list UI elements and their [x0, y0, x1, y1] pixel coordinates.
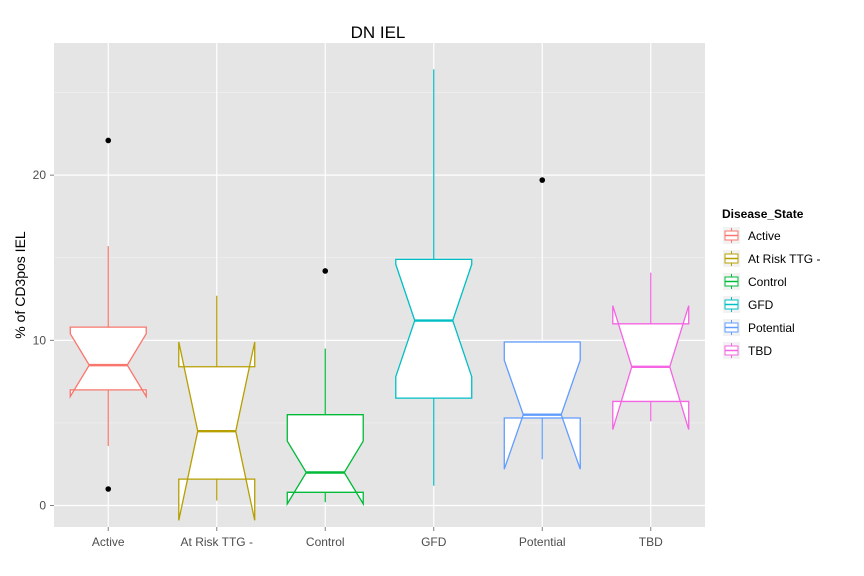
legend-item: At Risk TTG -	[723, 250, 820, 267]
notched-box	[503, 341, 581, 470]
outlier-point	[105, 137, 112, 144]
legend-item: Active	[723, 227, 781, 244]
legend: Disease_State Active At Risk TTG - Control…	[722, 207, 820, 359]
x-tick-label: Active	[92, 535, 125, 549]
legend-item: Control	[723, 273, 787, 290]
x-tick-label: Control	[306, 535, 345, 549]
x-tick-label: At Risk TTG -	[181, 535, 253, 549]
x-tick-label: Potential	[519, 535, 566, 549]
outlier-point	[322, 268, 329, 274]
y-tick-label: 20	[33, 168, 47, 182]
legend-label: Potential	[748, 321, 795, 335]
box-potential	[503, 177, 581, 470]
plot-area: 0 10 20 Active At Risk TTG - Control GFD Potent…	[33, 43, 705, 549]
box-gfd	[395, 69, 473, 486]
notched-box	[286, 414, 364, 507]
box-tbd	[612, 272, 690, 430]
chart-title: DN IEL	[351, 23, 406, 42]
outlier-point	[105, 486, 112, 492]
x-tick-label: TBD	[639, 535, 663, 549]
legend-item: TBD	[723, 342, 772, 359]
y-axis-title: % of CD3pos IEL	[12, 231, 28, 339]
plot-background	[54, 43, 705, 527]
legend-title: Disease_State	[722, 207, 804, 221]
outlier-point	[539, 177, 546, 183]
legend-item: Potential	[723, 319, 795, 336]
legend-label: GFD	[748, 298, 774, 312]
box-active	[69, 137, 147, 492]
x-tick-label: GFD	[421, 535, 447, 549]
legend-label: TBD	[748, 344, 772, 358]
legend-item: GFD	[723, 296, 774, 313]
legend-label: Active	[748, 229, 781, 243]
box-control	[286, 268, 364, 507]
y-tick-label: 10	[33, 333, 47, 347]
box-at-risk-ttg	[178, 295, 256, 521]
legend-label: At Risk TTG -	[748, 252, 820, 266]
legend-label: Control	[748, 275, 787, 289]
notched-box	[395, 258, 473, 399]
notched-box	[69, 326, 147, 399]
y-tick-label: 0	[39, 499, 46, 513]
